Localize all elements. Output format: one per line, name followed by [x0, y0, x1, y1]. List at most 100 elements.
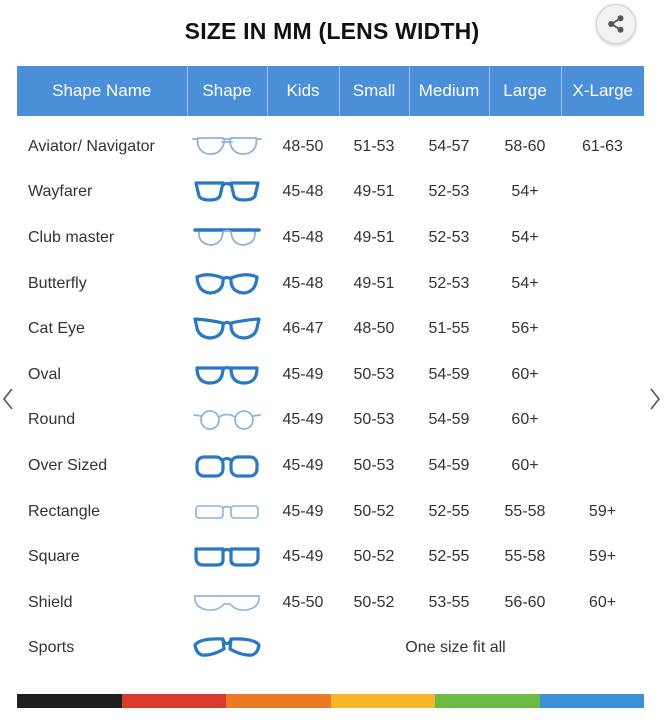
size-small-cell: 51-53: [353, 137, 395, 155]
shape-cell: [187, 352, 267, 398]
page-title: SIZE IN MM (LENS WIDTH): [184, 18, 480, 44]
size-medium-cell: 53-55: [428, 593, 470, 611]
table-row: Round 45-49 50-53 54-59 60+: [17, 398, 644, 444]
previous-button[interactable]: [0, 386, 16, 412]
eyeglasses-butterfly-icon: [187, 271, 267, 297]
color-stripe: [17, 694, 644, 708]
size-xlarge-cell: [561, 352, 644, 398]
shape-cell: [187, 170, 267, 216]
eyeglasses-square-icon: [187, 544, 267, 570]
header-kids: Kids: [267, 66, 340, 116]
table-row: Over Sized 45-49 50-53 54-59 60+: [17, 443, 644, 489]
header-shape-name: Shape Name: [17, 66, 188, 116]
table-row: Shield 45-50 50-52 53-55 56-60 60+: [17, 580, 644, 626]
table-row: Club master 45-48 49-51 52-53 54+: [17, 215, 644, 261]
size-small-cell: 49-51: [353, 274, 395, 292]
size-large-cell: 60+: [511, 456, 539, 474]
size-small-cell: 50-52: [353, 502, 395, 520]
size-large-cell: 54+: [511, 183, 539, 201]
size-large-cell: 60+: [511, 411, 539, 429]
size-kids-cell: 48-50: [282, 137, 324, 155]
table-row: Butterfly 45-48 49-51 52-53 54+: [17, 261, 644, 307]
header-shape: Shape: [187, 66, 268, 116]
table-row: Cat Eye 46-47 48-50 51-55 56+: [17, 306, 644, 352]
table-row: Aviator/ Navigator 48-50 51-53 54-57 58-60 61…: [17, 116, 644, 170]
chevron-left-icon: [2, 388, 13, 410]
color-stripe-segment: [435, 694, 540, 708]
size-kids-cell: 46-47: [282, 320, 324, 338]
shape-cell: [187, 398, 267, 444]
size-medium-cell: 52-53: [428, 183, 470, 201]
size-xlarge-cell: [561, 443, 644, 489]
size-xlarge-cell: [561, 306, 644, 352]
size-small-cell: 49-51: [353, 228, 395, 246]
eyeglasses-wayfarer-icon: [187, 179, 267, 205]
size-medium-cell: 54-57: [428, 137, 470, 155]
size-small-cell: 50-53: [353, 456, 395, 474]
color-stripe-segment: [17, 694, 122, 708]
shape-name-cell: Club master: [28, 228, 115, 246]
size-xlarge-cell: [561, 215, 644, 261]
eyeglasses-cateye-icon: [187, 316, 267, 342]
table-row: Oval 45-49 50-53 54-59 60+: [17, 352, 644, 398]
size-xlarge-cell: [561, 398, 644, 444]
shape-name-cell: Shield: [28, 593, 73, 611]
shape-name-cell: Over Sized: [28, 456, 108, 474]
shape-name-cell: Sports: [28, 639, 75, 657]
shape-cell: [187, 489, 267, 535]
size-large-cell: 56-60: [504, 593, 546, 611]
size-kids-cell: 45-50: [282, 593, 324, 611]
shape-cell: [187, 116, 267, 170]
shape-name-cell: Wayfarer: [28, 183, 93, 201]
shape-name-cell: Cat Eye: [28, 320, 85, 338]
size-small-cell: 50-53: [353, 411, 395, 429]
shape-name-cell: Square: [28, 548, 80, 566]
size-large-cell: 58-60: [504, 137, 546, 155]
shape-cell: [187, 626, 267, 672]
header-medium: Medium: [409, 66, 490, 116]
color-stripe-segment: [226, 694, 331, 708]
eyeglasses-shield-icon: [187, 590, 267, 616]
size-small-cell: 48-50: [353, 320, 395, 338]
size-kids-cell: 45-49: [282, 548, 324, 566]
next-button[interactable]: [647, 386, 663, 412]
shape-name-cell: Butterfly: [28, 274, 87, 292]
header-large: Large: [489, 66, 562, 116]
shape-name-cell: Oval: [28, 365, 61, 383]
size-large-cell: 55-58: [504, 502, 546, 520]
size-kids-cell: 45-49: [282, 456, 324, 474]
size-large-cell: 54+: [511, 228, 539, 246]
share-icon: [608, 15, 624, 33]
size-kids-cell: 45-49: [282, 411, 324, 429]
shape-cell: [187, 261, 267, 307]
eyeglasses-aviator-icon: [187, 134, 267, 160]
size-xlarge-cell: 60+: [588, 593, 617, 611]
size-medium-cell: 51-55: [428, 320, 470, 338]
table-body: Aviator/ Navigator 48-50 51-53 54-57 58-60 61…: [17, 116, 644, 671]
size-medium-cell: 54-59: [428, 365, 470, 383]
table-row: Wayfarer 45-48 49-51 52-53 54+: [17, 170, 644, 216]
header-x-large: X-Large: [561, 66, 644, 116]
table-row: Rectangle 45-49 50-52 52-55 55-58 59+: [17, 489, 644, 535]
size-large-cell: 60+: [511, 365, 539, 383]
shape-name-cell: Round: [28, 411, 76, 429]
size-kids-cell: 45-48: [282, 183, 324, 201]
eyeglasses-clubmaster-icon: [187, 225, 267, 251]
size-chart-table: Shape Name Shape Kids Small Medium Large…: [17, 66, 644, 671]
size-medium-cell: 54-59: [428, 411, 470, 429]
share-button[interactable]: [596, 4, 636, 44]
table-row: Sports One size fit all: [17, 626, 644, 672]
size-xlarge-cell: [561, 170, 644, 216]
size-small-cell: 50-52: [353, 548, 395, 566]
color-stripe-segment: [121, 694, 226, 708]
color-stripe-segment: [330, 694, 435, 708]
eyeglasses-sports-icon: [187, 635, 267, 661]
size-medium-cell: 52-53: [428, 274, 470, 292]
shape-cell: [187, 215, 267, 261]
size-large-cell: 55-58: [504, 548, 546, 566]
eyeglasses-rectangle-icon: [187, 499, 267, 525]
table-header-row: Shape Name Shape Kids Small Medium Large…: [17, 66, 644, 116]
size-kids-cell: 45-48: [282, 228, 324, 246]
shape-name-cell: Rectangle: [28, 502, 101, 520]
size-kids-cell: 45-49: [282, 365, 324, 383]
